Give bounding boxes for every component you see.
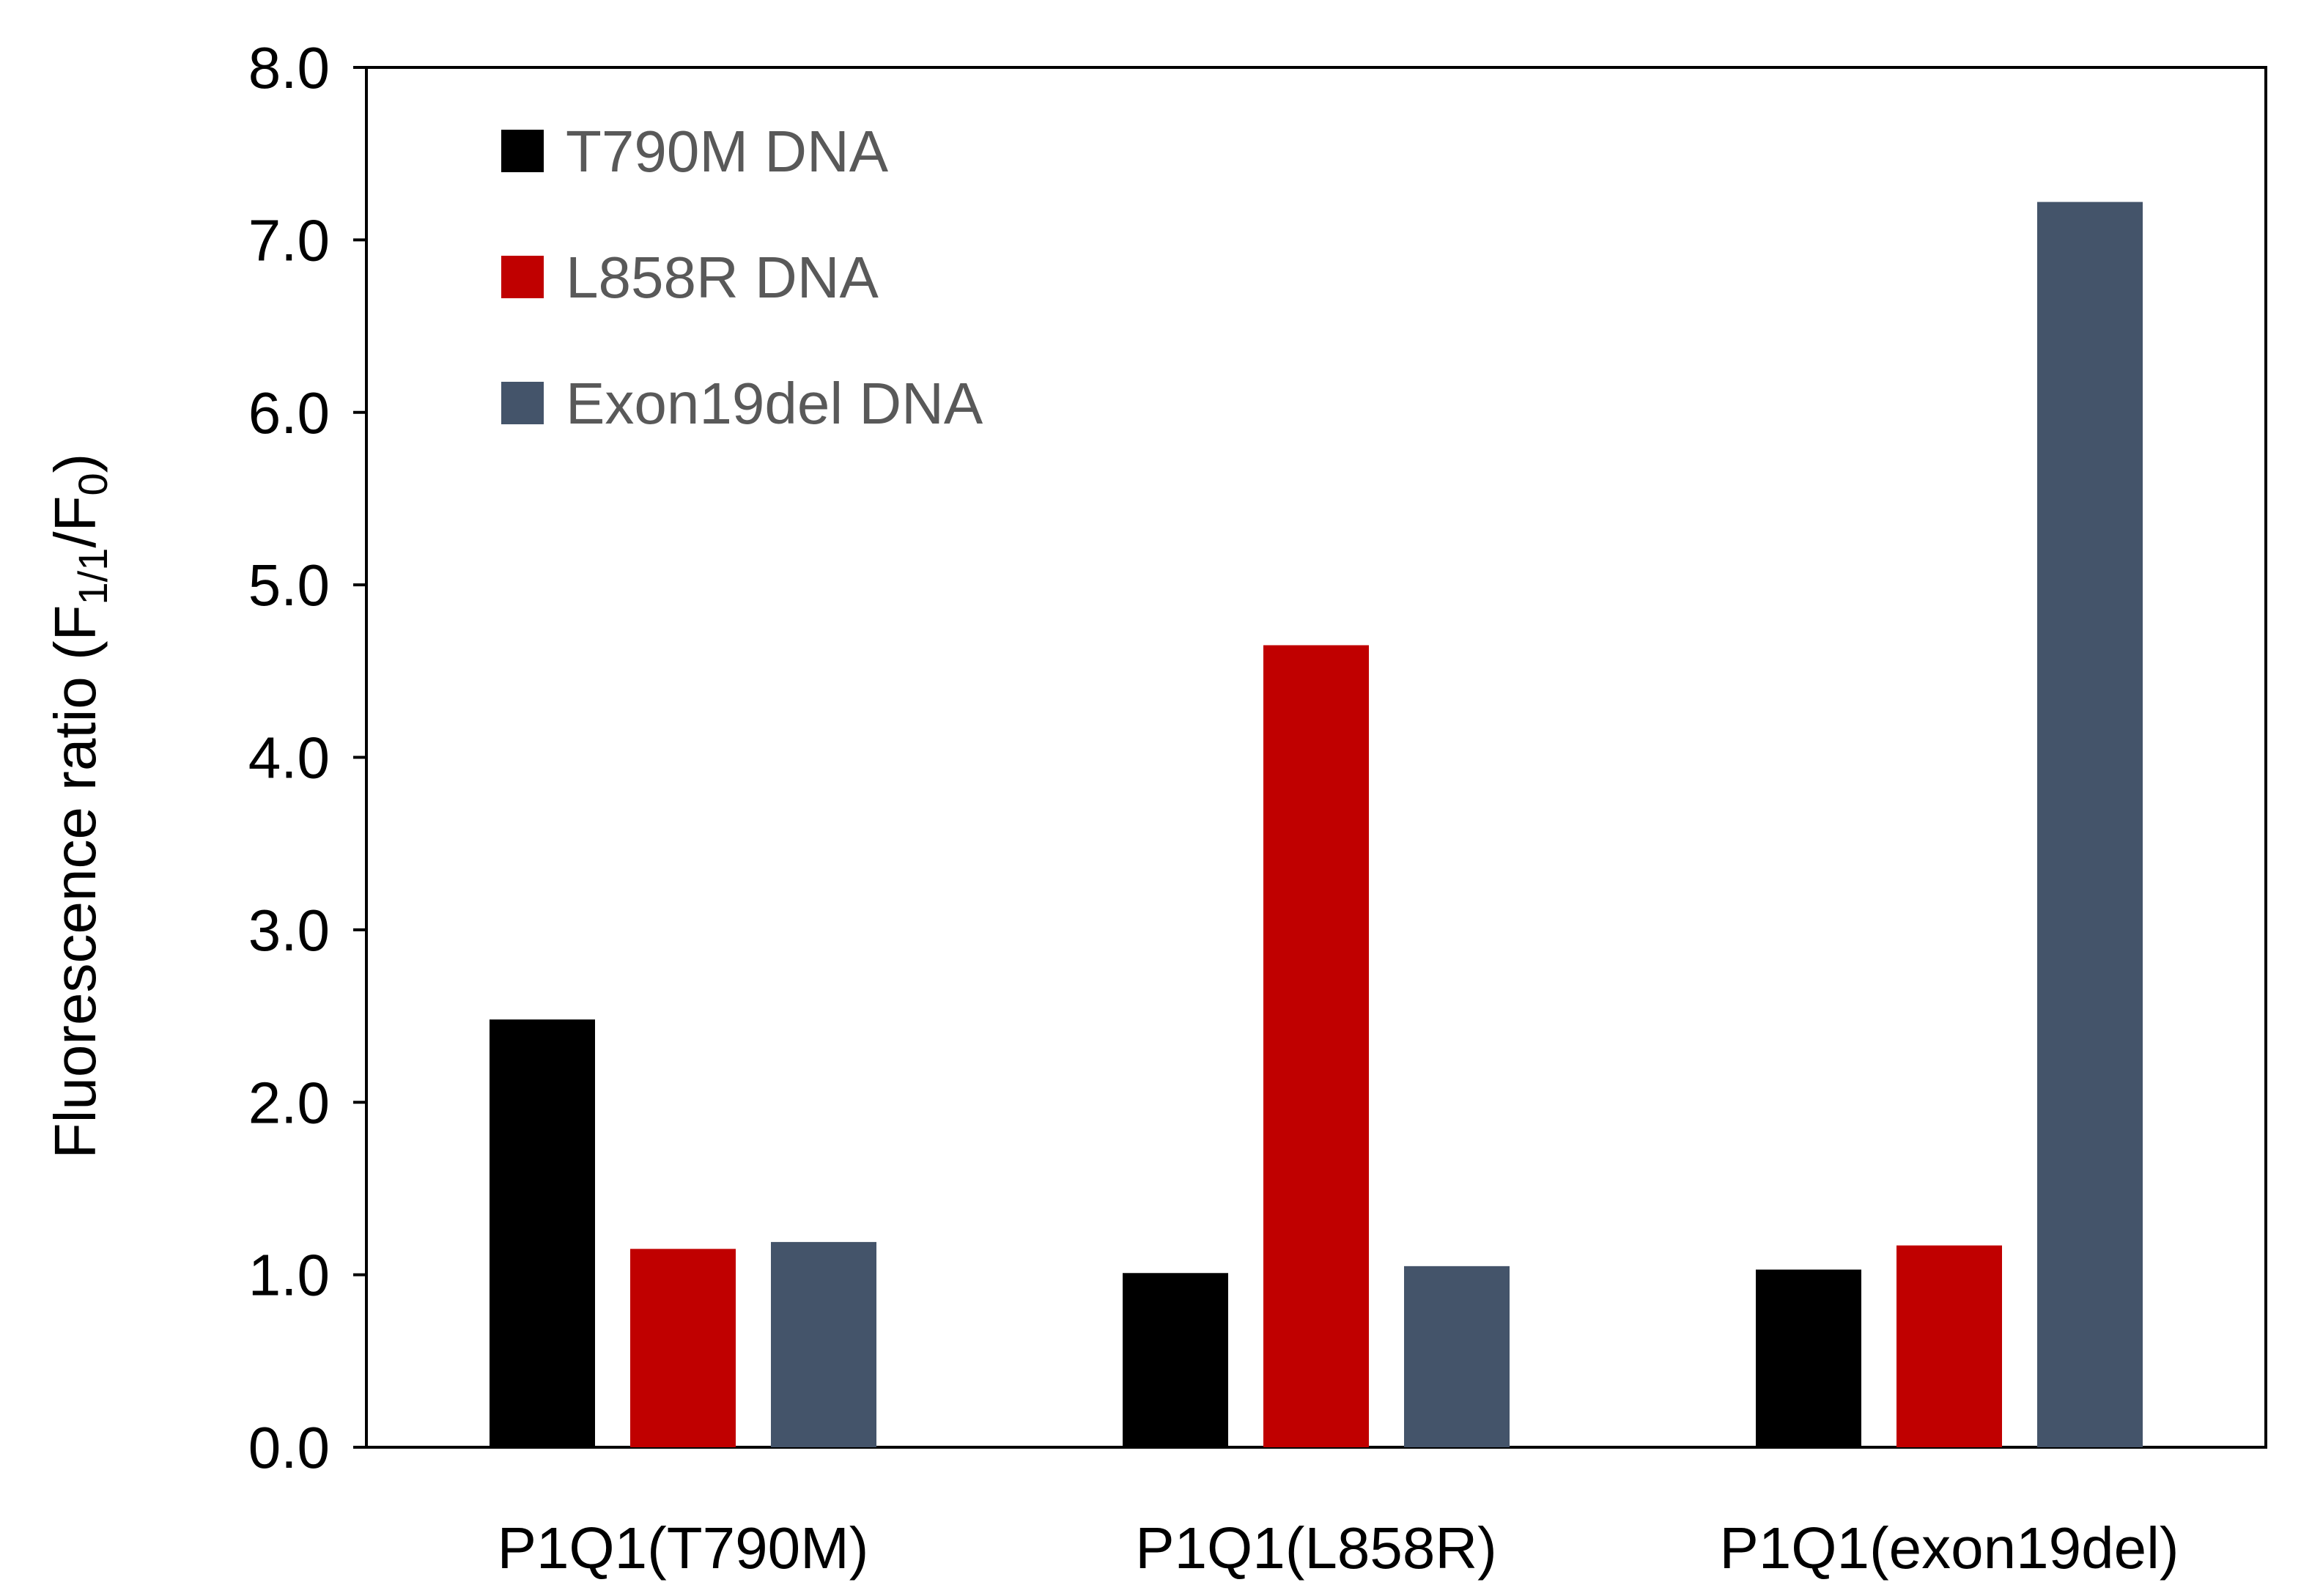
bar-t790m-dna-2 (1123, 1273, 1228, 1447)
y-axis-title-end: ) (43, 454, 108, 473)
bar-exon19del-dna-2 (1404, 1266, 1510, 1447)
y-tick-label: 0.0 (248, 1415, 330, 1480)
bar-l858r-dna-2 (1263, 645, 1369, 1447)
bars-group (490, 202, 2143, 1447)
y-axis-title-mid: /F (43, 496, 108, 548)
legend-swatch (501, 130, 544, 172)
y-tick-label: 2.0 (248, 1070, 330, 1135)
y-tick-label: 7.0 (248, 207, 330, 273)
y-axis-title-sub2: 0 (70, 473, 116, 495)
bar-t790m-dna-3 (1756, 1269, 1861, 1447)
category-label: P1Q1(exon19del) (1719, 1515, 2179, 1581)
y-axis-ticks: 0.0 1.0 2.0 3.0 4.0 5.0 6.0 7.0 8.0 (248, 35, 366, 1480)
legend-label: Exon19del DNA (566, 371, 983, 436)
y-tick-label: 3.0 (248, 898, 330, 963)
y-tick-label: 5.0 (248, 553, 330, 618)
y-axis-title-sub1: 1/1 (70, 548, 116, 605)
category-labels: P1Q1(T790M) P1Q1(L858R) P1Q1(exon19del) (498, 1515, 2179, 1581)
legend-swatch (501, 256, 544, 298)
legend-label: L858R DNA (566, 245, 879, 310)
legend-swatch (501, 382, 544, 424)
category-label: P1Q1(L858R) (1135, 1515, 1497, 1581)
y-tick-label: 8.0 (248, 35, 330, 100)
bar-exon19del-dna-1 (771, 1241, 876, 1447)
legend-label: T790M DNA (566, 119, 889, 184)
y-axis-title: Fluorescence ratio (F1/1/F0) (43, 454, 116, 1159)
bar-exon19del-dna-3 (2037, 202, 2143, 1447)
bar-l858r-dna-1 (630, 1249, 736, 1447)
bar-l858r-dna-3 (1896, 1245, 2002, 1447)
y-axis-title-main: Fluorescence ratio (F (43, 605, 108, 1159)
bar-t790m-dna-1 (490, 1019, 595, 1447)
y-tick-label: 4.0 (248, 725, 330, 791)
y-tick-label: 1.0 (248, 1243, 330, 1308)
category-label: P1Q1(T790M) (498, 1515, 869, 1581)
y-tick-label: 6.0 (248, 380, 330, 446)
legend: T790M DNA L858R DNA Exon19del DNA (501, 119, 983, 436)
